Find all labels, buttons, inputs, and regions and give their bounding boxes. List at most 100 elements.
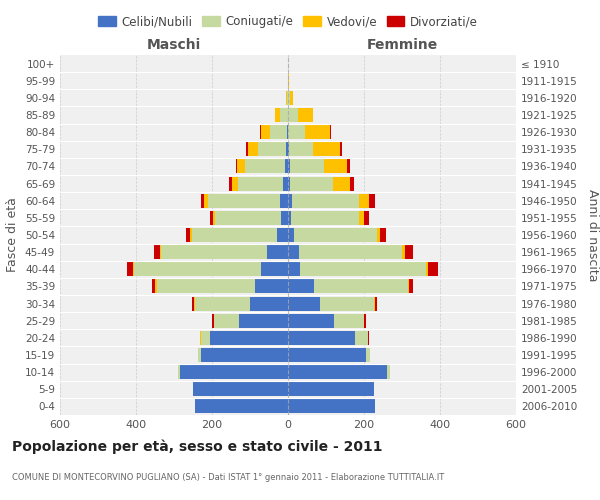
Bar bbox=[288, 245, 299, 259]
Bar bbox=[212, 314, 214, 328]
Bar bbox=[210, 331, 288, 345]
Bar bbox=[200, 331, 210, 345]
Bar bbox=[288, 314, 334, 328]
Bar bbox=[364, 211, 369, 225]
Bar bbox=[157, 280, 254, 293]
Bar bbox=[294, 228, 377, 242]
Bar bbox=[232, 176, 238, 190]
Bar bbox=[288, 365, 387, 379]
Bar bbox=[289, 125, 305, 139]
Bar bbox=[299, 245, 402, 259]
Bar bbox=[192, 228, 277, 242]
Bar bbox=[359, 211, 364, 225]
Bar bbox=[288, 348, 366, 362]
Bar bbox=[280, 194, 288, 207]
Bar bbox=[154, 245, 160, 259]
Bar bbox=[194, 296, 195, 310]
Bar bbox=[290, 176, 333, 190]
Bar bbox=[160, 245, 161, 259]
Bar bbox=[292, 194, 359, 207]
Bar bbox=[350, 176, 354, 190]
Bar bbox=[288, 91, 290, 105]
Bar bbox=[313, 142, 340, 156]
Y-axis label: Fasce di età: Fasce di età bbox=[7, 198, 19, 272]
Bar bbox=[286, 142, 288, 156]
Bar bbox=[289, 142, 313, 156]
Bar bbox=[288, 108, 298, 122]
Bar bbox=[290, 91, 293, 105]
Bar bbox=[333, 176, 350, 190]
Bar bbox=[229, 176, 232, 190]
Bar bbox=[190, 228, 192, 242]
Bar bbox=[215, 211, 281, 225]
Bar bbox=[236, 160, 238, 173]
Bar bbox=[283, 176, 288, 190]
Bar bbox=[260, 125, 270, 139]
Bar bbox=[200, 194, 205, 207]
Bar bbox=[288, 160, 290, 173]
Bar bbox=[213, 211, 215, 225]
Bar bbox=[288, 280, 314, 293]
Bar bbox=[180, 365, 288, 379]
Bar bbox=[288, 331, 355, 345]
Bar bbox=[270, 125, 287, 139]
Bar bbox=[286, 91, 287, 105]
Bar bbox=[285, 160, 288, 173]
Bar bbox=[405, 245, 413, 259]
Bar bbox=[152, 280, 155, 293]
Bar bbox=[428, 262, 438, 276]
Bar bbox=[387, 365, 390, 379]
Bar bbox=[377, 228, 380, 242]
Bar bbox=[290, 160, 325, 173]
Bar bbox=[281, 211, 288, 225]
Bar bbox=[409, 280, 413, 293]
Bar bbox=[288, 176, 290, 190]
Bar bbox=[287, 125, 288, 139]
Bar bbox=[248, 142, 257, 156]
Bar bbox=[347, 160, 350, 173]
Bar bbox=[334, 314, 364, 328]
Bar bbox=[195, 400, 288, 413]
Bar bbox=[127, 262, 133, 276]
Bar bbox=[355, 331, 368, 345]
Bar bbox=[275, 108, 280, 122]
Bar bbox=[288, 382, 373, 396]
Bar bbox=[238, 176, 283, 190]
Bar bbox=[260, 262, 288, 276]
Bar bbox=[208, 194, 280, 207]
Bar bbox=[195, 296, 250, 310]
Bar bbox=[288, 262, 300, 276]
Bar bbox=[178, 365, 180, 379]
Text: Popolazione per età, sesso e stato civile - 2011: Popolazione per età, sesso e stato civil… bbox=[12, 440, 383, 454]
Bar bbox=[257, 142, 286, 156]
Bar bbox=[366, 348, 370, 362]
Bar bbox=[238, 160, 245, 173]
Bar bbox=[291, 211, 359, 225]
Bar bbox=[288, 296, 320, 310]
Bar bbox=[197, 348, 200, 362]
Bar bbox=[364, 314, 365, 328]
Bar bbox=[280, 108, 288, 122]
Bar bbox=[245, 160, 285, 173]
Bar bbox=[277, 228, 288, 242]
Text: Maschi: Maschi bbox=[147, 38, 201, 52]
Bar bbox=[239, 314, 288, 328]
Bar bbox=[254, 280, 288, 293]
Bar bbox=[288, 211, 291, 225]
Bar bbox=[200, 348, 288, 362]
Bar bbox=[340, 142, 342, 156]
Bar bbox=[214, 314, 239, 328]
Bar bbox=[210, 211, 213, 225]
Bar bbox=[250, 296, 288, 310]
Bar bbox=[374, 296, 377, 310]
Bar bbox=[288, 142, 289, 156]
Legend: Celibi/Nubili, Coniugati/e, Vedovi/e, Divorziati/e: Celibi/Nubili, Coniugati/e, Vedovi/e, Di… bbox=[93, 10, 483, 33]
Y-axis label: Anni di nascita: Anni di nascita bbox=[586, 188, 599, 281]
Bar bbox=[193, 382, 288, 396]
Bar bbox=[369, 194, 374, 207]
Bar bbox=[380, 228, 386, 242]
Bar bbox=[288, 400, 376, 413]
Bar bbox=[267, 245, 288, 259]
Bar bbox=[134, 262, 260, 276]
Bar bbox=[133, 262, 134, 276]
